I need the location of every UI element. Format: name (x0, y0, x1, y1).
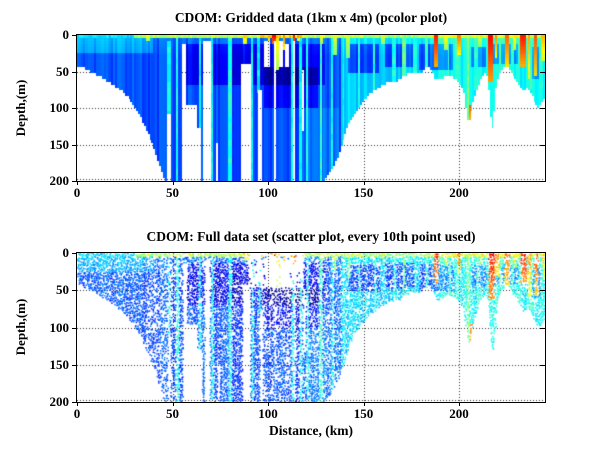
plot1-xtick-0: 0 (73, 185, 81, 200)
y-tick-mark-inner (540, 327, 545, 329)
x-tick-mark (172, 182, 174, 185)
x-tick-mark (77, 403, 78, 406)
plot2-ytick-150: 150 (49, 356, 70, 372)
plot1-xtick-150: 150 (353, 185, 374, 200)
x-tick-mark (268, 182, 270, 185)
y-tick-mark (72, 253, 76, 254)
plot2-ytick-100: 100 (49, 319, 70, 335)
plot2-xtick-200: 200 (449, 406, 469, 421)
plot1-ytick-150: 150 (49, 136, 70, 152)
plot1-xtick-200: 200 (449, 185, 469, 200)
x-axis-label: Distance, (km) (269, 423, 353, 438)
y-tick-mark-inner (540, 108, 545, 109)
y-tick-mark (72, 402, 76, 403)
y-tick-mark-inner (540, 290, 545, 292)
plot1-pcolor-canvas (77, 35, 545, 181)
plot2-title: CDOM: Full data set (scatter plot, every… (146, 229, 476, 244)
y-tick-mark (72, 108, 76, 109)
plot2-ytick-200: 200 (49, 394, 70, 409)
plot2-xtick-100: 100 (258, 406, 278, 421)
plot2-ytick-50: 50 (56, 282, 69, 298)
plot1-xtick-100: 100 (258, 185, 278, 200)
y-tick-mark-inner (540, 71, 545, 73)
y-tick-mark (72, 35, 76, 36)
y-tick-mark-inner (540, 364, 545, 366)
y-tick-mark (72, 71, 76, 73)
x-tick-mark (459, 403, 461, 406)
y-tick-mark (72, 290, 76, 292)
plot2-ylabel: Depth,(m) (13, 298, 28, 356)
plot2-xtick-0: 0 (73, 406, 81, 421)
y-tick-mark-inner (540, 144, 545, 146)
x-tick-mark (363, 182, 365, 185)
y-tick-mark (72, 327, 76, 329)
plot2-ytick-0: 0 (62, 245, 70, 260)
x-tick-mark (363, 403, 365, 406)
plot1-xtick-50: 50 (166, 185, 179, 200)
x-tick-mark (77, 182, 78, 185)
y-tick-mark (72, 181, 76, 182)
plot1-ytick-100: 100 (49, 100, 70, 115)
plot2-axes (76, 252, 546, 403)
y-tick-mark (72, 364, 76, 366)
plot1-axes (76, 34, 546, 182)
y-tick-mark (72, 144, 76, 146)
plot1-title: CDOM: Gridded data (1km x 4m) (pcolor pl… (174, 10, 448, 25)
plot2-xtick-50: 50 (166, 406, 179, 421)
x-tick-mark (268, 403, 270, 406)
plot1-ytick-0: 0 (62, 27, 70, 42)
plot2-scatter-canvas (77, 253, 545, 402)
plot1-ytick-200: 200 (49, 173, 70, 188)
plot1-ylabel: Depth,(m) (13, 79, 28, 137)
plot2-xtick-150: 150 (353, 406, 374, 421)
x-tick-mark (459, 182, 461, 185)
plot1-ytick-50: 50 (56, 63, 69, 79)
x-tick-mark (172, 403, 174, 406)
